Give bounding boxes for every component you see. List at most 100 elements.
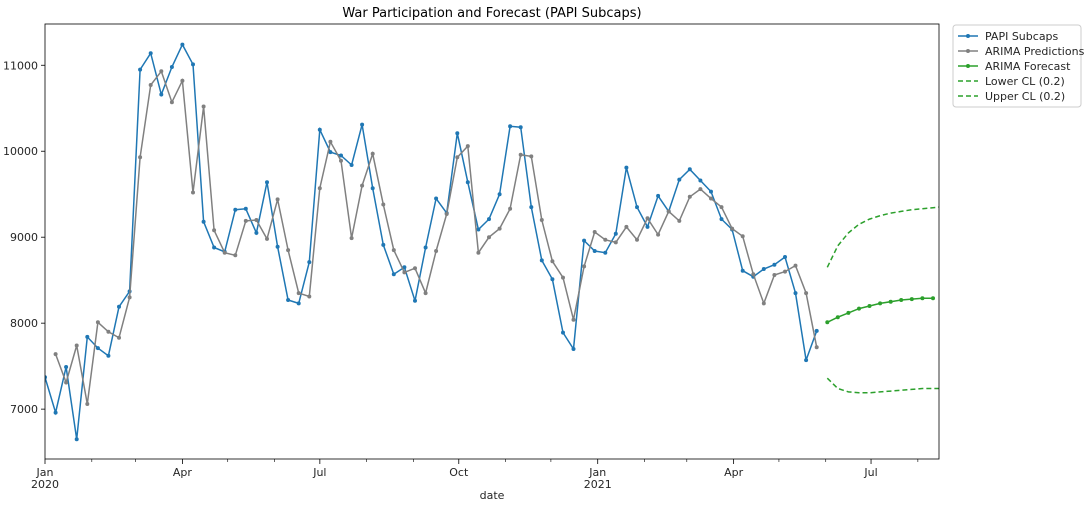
data-point xyxy=(857,306,861,311)
data-point xyxy=(793,291,798,296)
data-point xyxy=(339,153,343,158)
data-point xyxy=(275,197,280,202)
data-point xyxy=(413,266,417,271)
data-point xyxy=(751,272,756,277)
x-tick-label: Apr xyxy=(173,466,193,479)
legend-label-0: PAPI Subcaps xyxy=(985,30,1059,43)
data-point xyxy=(539,258,544,263)
data-point xyxy=(645,216,650,221)
data-point xyxy=(254,230,259,235)
data-point xyxy=(709,189,713,194)
legend-marker-0 xyxy=(966,34,970,38)
data-point xyxy=(656,232,661,237)
data-point xyxy=(624,224,629,229)
data-point xyxy=(45,375,47,380)
data-point xyxy=(317,127,322,132)
x-tick-label: Jul xyxy=(863,466,877,479)
data-point xyxy=(582,264,587,269)
data-point xyxy=(391,248,396,253)
data-point xyxy=(74,343,79,348)
data-point xyxy=(719,217,724,222)
data-point xyxy=(159,92,164,97)
data-point xyxy=(635,205,639,210)
data-point xyxy=(434,196,439,201)
data-point xyxy=(74,437,79,442)
legend-marker-2 xyxy=(966,64,970,68)
data-point xyxy=(920,296,925,301)
data-point xyxy=(603,250,608,255)
data-point xyxy=(381,242,386,247)
data-point xyxy=(233,207,238,212)
data-point xyxy=(243,206,248,211)
x-tick-label: Apr xyxy=(724,466,744,479)
data-point xyxy=(370,186,375,191)
series-group xyxy=(45,42,939,442)
data-point xyxy=(328,139,333,144)
chart-title: War Participation and Forecast (PAPI Sub… xyxy=(342,6,641,21)
data-point xyxy=(265,180,269,185)
data-point xyxy=(191,62,195,67)
data-point xyxy=(550,259,555,264)
data-point xyxy=(233,253,238,258)
data-point xyxy=(529,205,534,210)
data-point xyxy=(571,347,576,351)
data-point xyxy=(709,196,713,201)
series-line-3 xyxy=(826,206,939,268)
data-point xyxy=(529,154,534,159)
data-point xyxy=(613,240,618,245)
data-point xyxy=(349,163,354,167)
data-point xyxy=(698,187,703,192)
data-point xyxy=(476,227,481,232)
data-point xyxy=(212,228,217,233)
y-tick-label: 11000 xyxy=(3,59,38,72)
data-point xyxy=(539,218,544,222)
plot-frame xyxy=(44,23,940,460)
data-point xyxy=(561,275,565,280)
data-point xyxy=(624,165,629,170)
data-point xyxy=(169,100,174,105)
data-point xyxy=(761,301,766,306)
data-point xyxy=(180,78,185,83)
data-point xyxy=(117,304,121,309)
data-point xyxy=(201,104,206,109)
data-point xyxy=(222,250,227,255)
y-tick-label: 7000 xyxy=(10,403,38,416)
data-point xyxy=(339,158,343,163)
x-tick-label: Jan xyxy=(36,466,54,479)
data-point xyxy=(275,244,280,249)
data-point xyxy=(783,255,787,259)
data-point xyxy=(243,218,248,223)
data-point xyxy=(888,299,893,304)
data-point xyxy=(698,178,703,183)
data-point xyxy=(95,320,100,325)
data-point xyxy=(645,224,650,229)
data-point xyxy=(296,291,301,296)
x-tick-label: Jan xyxy=(588,466,606,479)
data-point xyxy=(497,192,502,197)
data-point xyxy=(148,83,153,87)
series-line-0 xyxy=(45,42,818,440)
data-point xyxy=(360,122,365,127)
data-point xyxy=(508,206,513,211)
data-point xyxy=(740,234,745,239)
data-point xyxy=(317,186,322,191)
data-point xyxy=(740,268,745,273)
data-point xyxy=(550,277,555,282)
data-point xyxy=(687,167,692,172)
data-point xyxy=(328,150,333,155)
data-point xyxy=(296,301,301,306)
data-point xyxy=(582,238,587,243)
data-point xyxy=(561,330,565,335)
data-point xyxy=(159,69,164,74)
data-point xyxy=(592,230,597,234)
data-point xyxy=(487,217,491,222)
data-point xyxy=(613,231,618,236)
data-point xyxy=(138,155,143,160)
data-point xyxy=(286,248,291,253)
data-point xyxy=(814,345,819,350)
legend-label-2: ARIMA Forecast xyxy=(985,60,1071,73)
data-point xyxy=(835,315,840,320)
legend-marker-1 xyxy=(966,49,970,53)
data-point xyxy=(465,144,470,149)
